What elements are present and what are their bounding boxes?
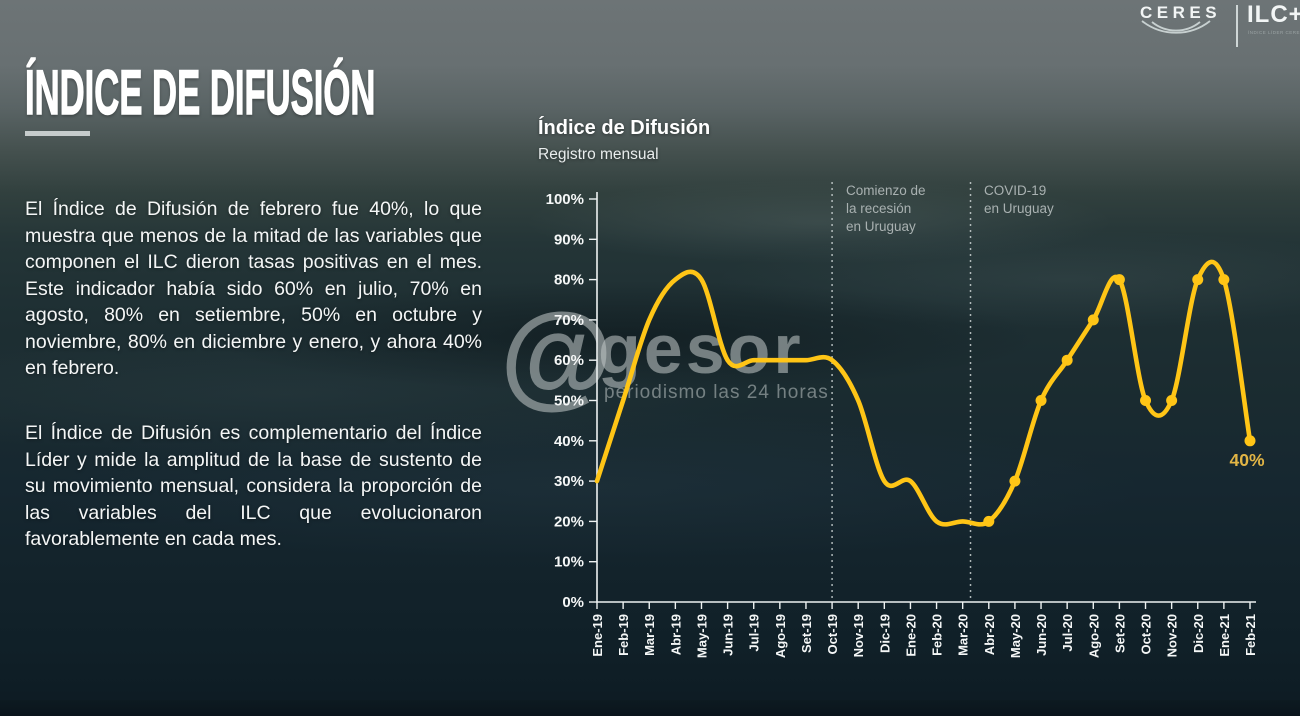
x-tick-label: May-20 — [1008, 614, 1023, 658]
annotation-recession: Comienzo de la recesión en Uruguay — [846, 183, 926, 234]
x-tick-label: Feb-20 — [930, 614, 945, 656]
x-tick-label: Set-20 — [1112, 614, 1127, 653]
x-tick-label: Ene-20 — [903, 614, 918, 657]
x-tick-label: Ene-21 — [1217, 614, 1232, 657]
x-tick-label: Dic-20 — [1191, 614, 1206, 653]
x-tick-label: Jul-20 — [1060, 614, 1075, 652]
x-tick-label: Mar-20 — [956, 614, 971, 656]
data-point-marker — [1061, 354, 1073, 366]
end-value-label: 40% — [1229, 450, 1264, 470]
at-sign-icon: @ — [500, 289, 614, 419]
page-title: ÍNDICE DE DIFUSIÓN — [25, 58, 376, 128]
logo-divider — [1236, 5, 1238, 47]
x-tick-label: Nov-20 — [1165, 614, 1180, 657]
gesor-watermark: @ gesor periodismo las 24 horas — [500, 296, 830, 428]
x-tick-label: Oct-19 — [825, 614, 840, 654]
x-tick-label: Abr-20 — [982, 614, 997, 655]
x-tick-label: Ago-20 — [1086, 614, 1101, 658]
watermark-tagline: periodismo las 24 horas — [604, 382, 829, 403]
y-tick-label: 30% — [554, 473, 584, 490]
x-tick-label: Set-19 — [799, 614, 814, 653]
data-point-marker — [983, 515, 995, 527]
y-tick-label: 80% — [554, 272, 584, 289]
x-tick-label: May-19 — [694, 614, 709, 658]
chart-axes — [596, 192, 1256, 603]
chart-subtitle: Registro mensual — [538, 146, 659, 163]
ilc-logo-tagline: ÍNDICE LÍDER CERES — [1248, 30, 1300, 35]
y-tick-label: 90% — [554, 231, 584, 248]
data-point-marker — [1035, 395, 1047, 406]
bottom-band — [0, 700, 1300, 716]
data-point-marker — [1244, 435, 1256, 447]
x-tick-label: Dic-19 — [877, 614, 892, 653]
paragraph-current-reading: El Índice de Difusión de febrero fue 40%… — [25, 198, 482, 379]
y-tick-label: 10% — [554, 554, 584, 571]
data-point-marker — [1087, 314, 1099, 326]
data-point-marker — [1140, 395, 1152, 406]
y-tick-label: 40% — [554, 433, 584, 450]
y-tick-label: 50% — [554, 393, 584, 410]
x-tick-label: Nov-19 — [851, 614, 866, 657]
data-point-marker — [1113, 274, 1125, 286]
ilc-logo: ILC+ — [1247, 1, 1300, 28]
y-tick-label: 20% — [554, 513, 584, 530]
diffusion-index-series — [594, 259, 1253, 527]
x-tick-label: Abr-19 — [668, 614, 683, 655]
chart-title: Índice de Difusión — [538, 117, 711, 139]
ceres-logo-arcs-icon — [1141, 20, 1211, 34]
annotation-covid: COVID-19 en Uruguay — [984, 183, 1054, 216]
x-tick-label: Feb-19 — [616, 614, 631, 656]
x-tick-label: Ago-19 — [773, 614, 788, 658]
ceres-logo: CERES — [1140, 3, 1222, 22]
x-tick-label: Jun-20 — [1034, 614, 1049, 656]
data-point-marker — [1166, 395, 1178, 406]
x-tick-label: Mar-19 — [642, 614, 657, 656]
y-tick-label: 0% — [562, 594, 584, 611]
y-tick-label: 100% — [546, 191, 584, 208]
x-tick-label: Jun-19 — [721, 614, 736, 656]
x-tick-label: Ene-19 — [590, 614, 605, 657]
x-tick-label: Feb-21 — [1243, 614, 1258, 656]
x-tick-label: Jul-19 — [747, 614, 762, 652]
data-point-marker — [1218, 274, 1230, 286]
y-tick-label: 70% — [554, 312, 584, 329]
logo-bar: CERES ILC+ ÍNDICE LÍDER CERES — [1130, 0, 1300, 60]
y-tick-label: 60% — [554, 352, 584, 369]
data-point-marker — [1009, 475, 1021, 487]
title-underline — [25, 131, 90, 136]
paragraph-definition: El Índice de Difusión es complementario … — [25, 422, 482, 550]
x-tick-label: Oct-20 — [1139, 614, 1154, 654]
data-point-marker — [1192, 274, 1204, 286]
